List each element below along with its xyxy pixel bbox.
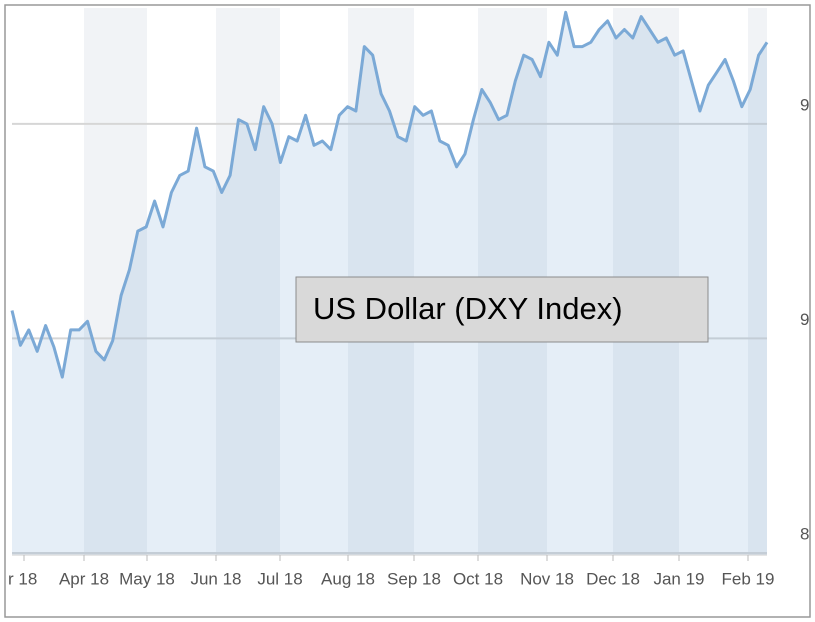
x-tick-label: Apr 18 <box>59 569 109 588</box>
x-tick-label: Jun 18 <box>190 569 241 588</box>
annotation-box <box>295 276 709 343</box>
x-tick-label: May 18 <box>119 569 175 588</box>
x-tick-label: Oct 18 <box>453 569 503 588</box>
x-tick-label: Feb 19 <box>722 569 775 588</box>
x-tick-label: Dec 18 <box>586 569 640 588</box>
x-tick-label: Sep 18 <box>387 569 441 588</box>
y-tick-label: 8 <box>800 524 809 543</box>
annotation: US Dollar (DXY Index) <box>313 291 623 326</box>
x-tick-label: Nov 18 <box>520 569 574 588</box>
x-tick-label: Aug 18 <box>321 569 375 588</box>
y-tick-label: 9 <box>800 310 809 329</box>
month-band <box>84 8 147 555</box>
line <box>10 10 769 379</box>
y-tick-label: 9 <box>800 95 809 114</box>
x-tick-label: Jul 18 <box>257 569 302 588</box>
x-tick-label: Jan 19 <box>653 569 704 588</box>
month-band <box>748 8 767 555</box>
month-band <box>216 8 280 555</box>
x-tick-label: r 18 <box>8 569 37 588</box>
